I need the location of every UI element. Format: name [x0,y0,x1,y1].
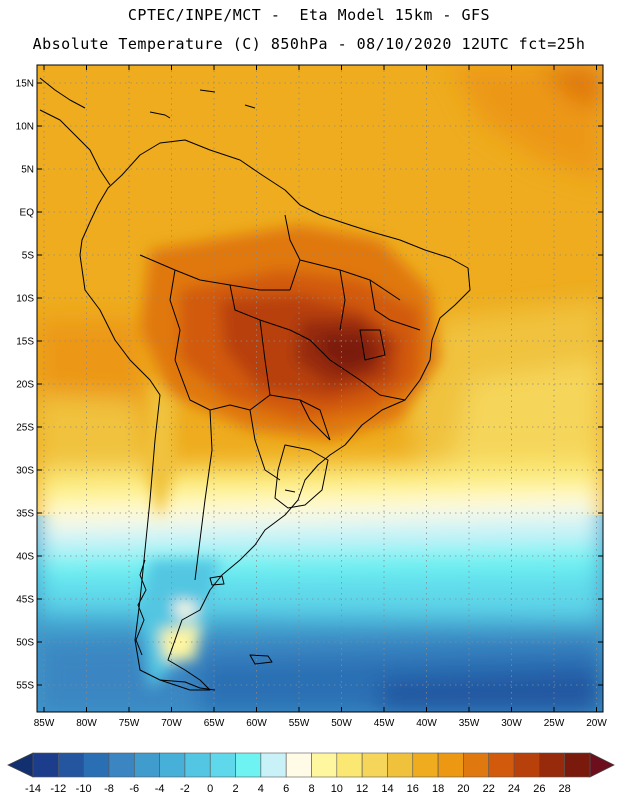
colorbar-swatch [336,752,363,778]
colorbar-swatch [564,752,591,778]
lon-label: 45W [374,718,395,729]
colorbar-swatch [488,752,515,778]
colorbar-swatch [209,752,236,778]
colorbar-label: 22 [483,783,495,795]
colorbar-label: -2 [180,783,190,795]
colorbar-label: -6 [129,783,139,795]
colorbar-label: -4 [155,783,165,795]
colorbar-label: 8 [308,783,314,795]
lat-label: 40S [16,552,34,563]
lat-label: 10S [16,294,34,305]
colorbar-swatch [108,752,135,778]
longitude-axis: 85W 80W 75W 70W 65W 60W 55W 50W 45W 40W 35W 30W 25W 2… [34,65,607,729]
colorbar-swatch [412,752,439,778]
lat-label: EQ [20,208,35,219]
colorbar-swatch [437,752,464,778]
colorbar-swatch [32,752,59,778]
colorbar-swatch [387,752,414,778]
colorbar-swatch [311,752,338,778]
lon-label: 85W [34,718,55,729]
lon-label: 50W [331,718,352,729]
lon-label: 65W [204,718,225,729]
colorbar-swatch [235,752,262,778]
lon-label: 70W [161,718,182,729]
colorbar-label: -12 [50,783,66,795]
colorbar-label: 14 [381,783,393,795]
colorbar-swatch [539,752,565,778]
lat-label: 50S [16,638,34,649]
colorbar-label: 6 [283,783,289,795]
lat-label: 45S [16,595,34,606]
lat-lon-gridlines [37,65,603,712]
lat-label: 25S [16,423,34,434]
colorbar-swatch [361,752,388,778]
colorbar-under-arrow [7,752,34,778]
lon-label: 25W [544,718,565,729]
colorbar-swatch [184,752,211,778]
colorbar-label: 0 [207,783,213,795]
colorbar-swatch [58,752,84,778]
colorbar-label: 20 [457,783,469,795]
lon-label: 30W [501,718,522,729]
lat-label: 35S [16,509,34,520]
colorbar-swatch [133,752,160,778]
colorbar-label: 4 [258,783,264,795]
temperature-field [37,65,603,712]
lon-label: 40W [416,718,437,729]
lon-label: 60W [246,718,267,729]
lat-label: 5S [22,251,35,262]
colorbar-label: -14 [25,783,41,795]
lon-label: 20W [586,718,607,729]
temperature-colorbar: -14 -12 -10 -8 -6 -4 -2 0 2 4 6 8 10 12 14 16 18 20 22 24 26… [7,752,615,795]
lat-label: 30S [16,466,34,477]
lat-label: 15S [16,337,34,348]
lat-label: 10N [16,122,34,133]
colorbar-label: 26 [533,783,545,795]
colorbar-label: -8 [104,783,114,795]
lat-label: 55S [16,681,34,692]
title-line-2: Absolute Temperature (C) 850hPa - 08/10/… [32,35,586,53]
colorbar-label: 18 [432,783,444,795]
lon-label: 55W [289,718,310,729]
lon-label: 35W [459,718,480,729]
latitude-axis: 15N 10N 5N EQ 5S 10S 15S 20S 25S 30S 35S 40S 45S 50S 5… [16,79,603,692]
colorbar-label: 10 [331,783,343,795]
colorbar-swatch [513,752,540,778]
colorbar-swatch [159,752,186,778]
coastlines-and-borders [39,77,471,691]
colorbar-swatch [463,752,490,778]
colorbar-swatch [83,752,110,778]
lon-label: 75W [119,718,140,729]
map-frame [36,64,604,713]
title-line-1: CPTEC/INPE/MCT - Eta Model 15km - GFS [127,6,491,24]
colorbar-over-arrow [589,752,615,778]
colorbar-label: 12 [356,783,368,795]
lat-label: 5N [21,165,34,176]
lon-label: 80W [76,718,97,729]
colorbar-swatch [285,752,312,778]
colorbar-label: 24 [508,783,520,795]
colorbar-label: 28 [559,783,571,795]
lat-label: 15N [16,79,34,90]
colorbar-label: -10 [76,783,92,795]
colorbar-label: 16 [407,783,419,795]
lat-label: 20S [16,380,34,391]
colorbar-label: 2 [232,783,238,795]
colorbar-swatch [260,752,287,778]
